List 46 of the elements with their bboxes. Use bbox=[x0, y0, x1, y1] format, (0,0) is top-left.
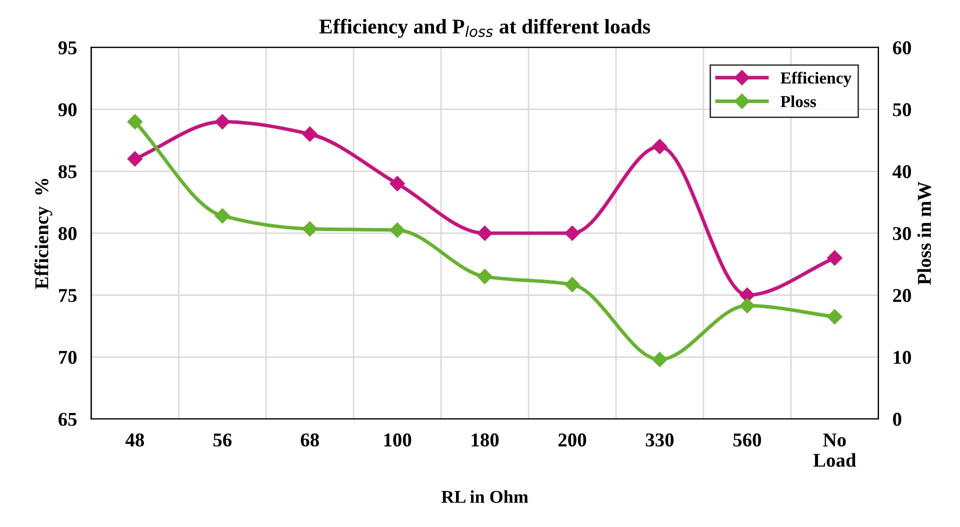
y2-tick-label: 0 bbox=[893, 412, 902, 426]
point bbox=[214, 114, 230, 130]
y-tick-label: 70 bbox=[58, 350, 77, 364]
y2-tick-label: 40 bbox=[892, 165, 911, 178]
point bbox=[827, 250, 842, 266]
x-tick-label: 180 bbox=[472, 433, 499, 447]
x-tick-label: 68 bbox=[300, 433, 319, 447]
point bbox=[127, 114, 143, 130]
y-tick-label: 90 bbox=[58, 103, 77, 116]
x-tick-label: 200 bbox=[558, 433, 586, 447]
chart-title: Efficiency and P$_{loss}$ at different loads bbox=[319, 18, 650, 38]
y2-axis-title: Ploss in mW bbox=[917, 182, 932, 285]
point bbox=[390, 176, 405, 192]
x-axis-title: RL in Ohm bbox=[441, 490, 528, 503]
y2-tick-label: 10 bbox=[894, 350, 911, 364]
point bbox=[302, 126, 318, 142]
x-tick-label: 48 bbox=[125, 433, 144, 447]
y2-tick-label: 60 bbox=[892, 41, 911, 54]
y2-tick-label: 50 bbox=[893, 103, 911, 116]
point bbox=[740, 298, 755, 314]
point bbox=[564, 226, 580, 241]
y2-tick-label: 20 bbox=[893, 288, 911, 302]
y-tick-label: 85 bbox=[58, 165, 77, 178]
point bbox=[390, 222, 405, 238]
point bbox=[127, 151, 143, 166]
legend-label: Efficiency bbox=[780, 72, 852, 88]
y-axis-title: Efficiency % bbox=[34, 178, 52, 290]
point bbox=[827, 309, 842, 324]
x-tick-label: 56 bbox=[213, 433, 232, 447]
x-tick-label: No Load bbox=[813, 434, 856, 467]
y2-tick-label: 30 bbox=[893, 227, 911, 240]
point bbox=[652, 352, 668, 368]
x-tick-label: 330 bbox=[646, 433, 674, 447]
y-tick-label: 80 bbox=[58, 227, 77, 240]
x-tick-label: 100 bbox=[384, 433, 412, 447]
y-tick-label: 95 bbox=[58, 41, 77, 54]
legend-label: Ploss bbox=[780, 95, 816, 108]
point bbox=[652, 138, 668, 154]
point bbox=[302, 221, 318, 236]
y-tick-label: 65 bbox=[58, 412, 77, 426]
point bbox=[477, 226, 492, 241]
point bbox=[214, 208, 230, 224]
x-tick-label: 560 bbox=[733, 433, 762, 447]
point bbox=[477, 268, 492, 284]
point bbox=[564, 277, 580, 292]
y-tick-label: 75 bbox=[58, 289, 77, 302]
